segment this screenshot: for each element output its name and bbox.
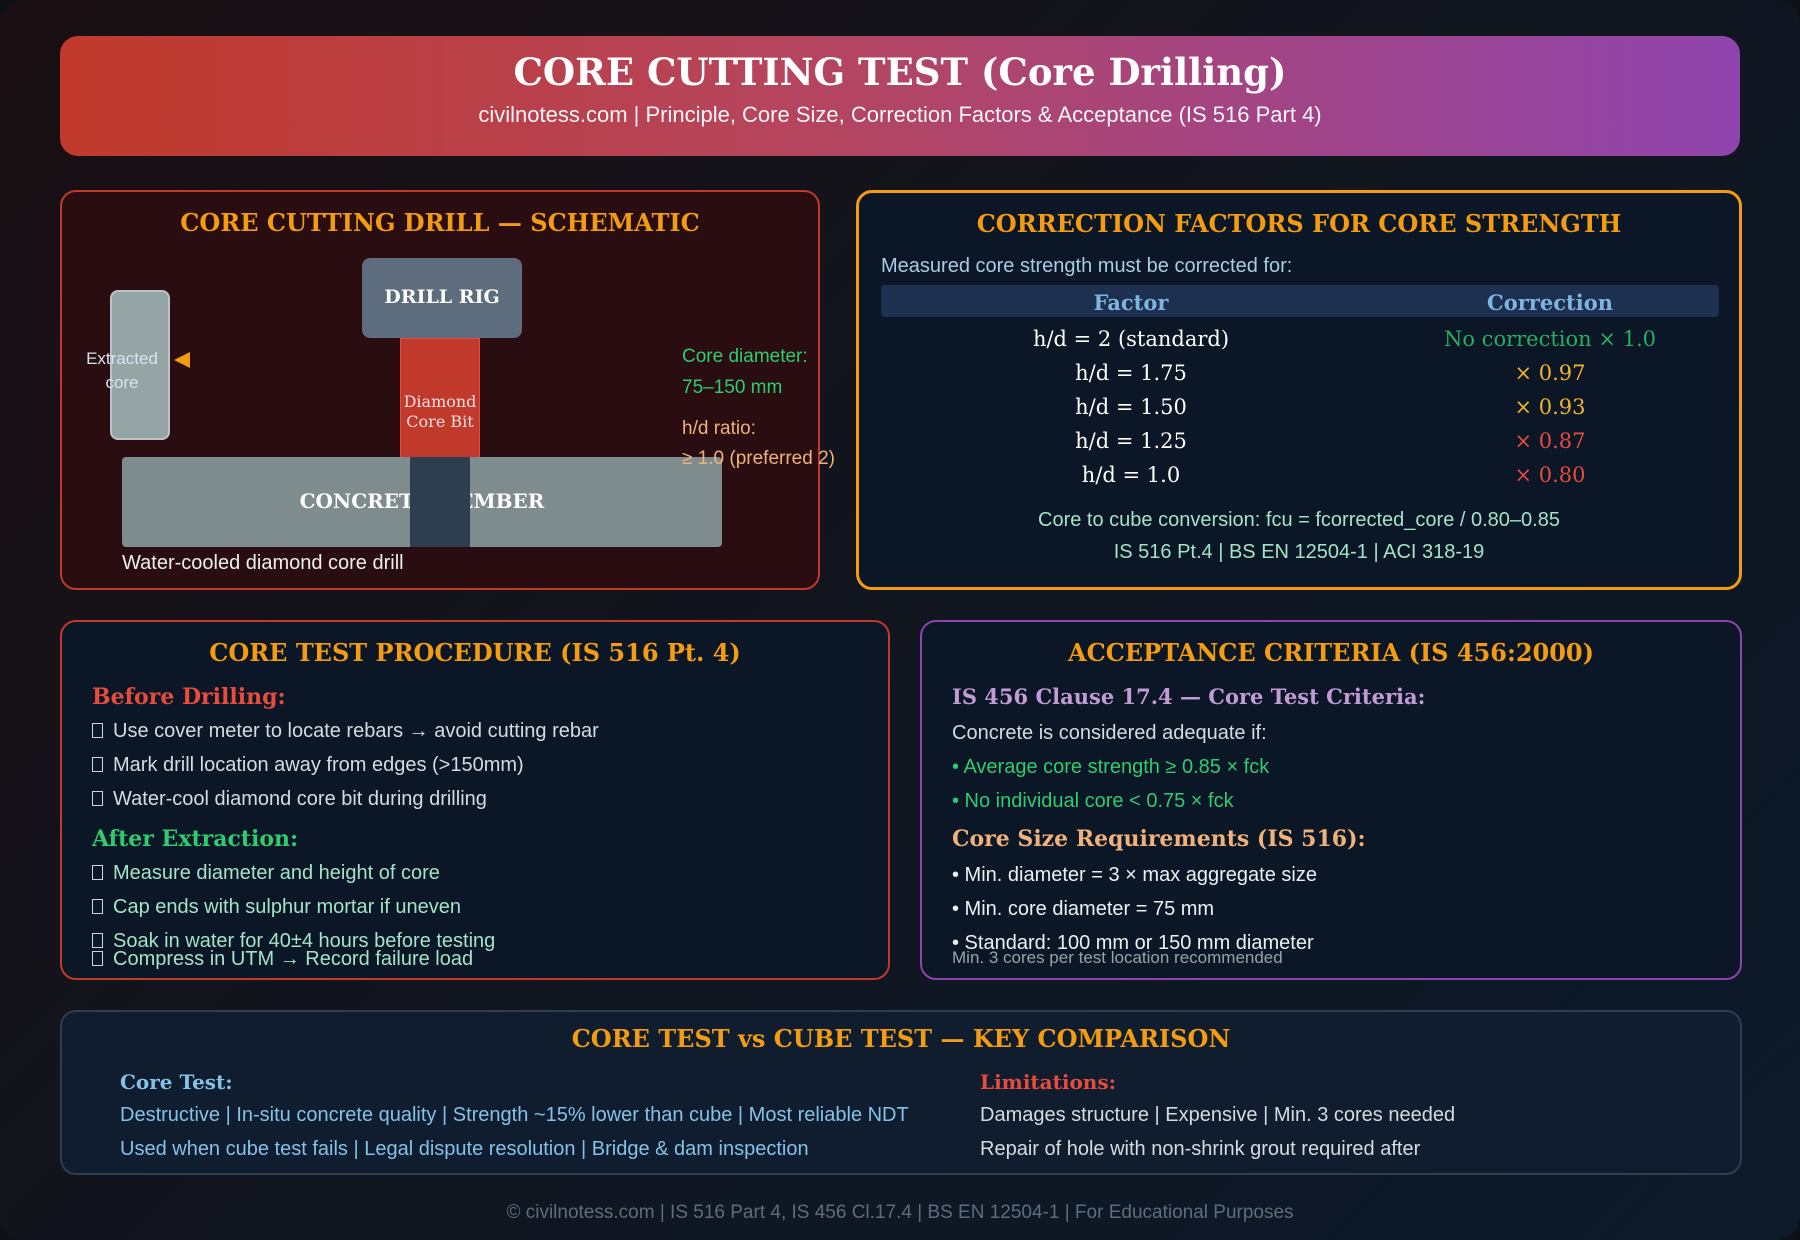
size-item: • Min. core diameter = 75 mm	[952, 898, 1215, 920]
table-row-correction: × 0.80	[1514, 463, 1586, 487]
correction-title: CORRECTION FACTORS FOR CORE STRENGTH	[976, 209, 1622, 238]
comparison-title: CORE TEST vs CUBE TEST — KEY COMPARISON	[571, 1024, 1231, 1053]
limitations-line1: Damages structure | Expensive | Min. 3 c…	[980, 1104, 1456, 1126]
table-row-factor: h/d = 1.25	[1075, 429, 1187, 453]
acceptance-panel: ACCEPTANCE CRITERIA (IS 456:2000) IS 456…	[920, 620, 1742, 980]
before-drilling-heading: Before Drilling:	[92, 684, 286, 710]
table-row-correction: × 0.97	[1514, 361, 1586, 385]
list-item: Cap ends with sulphur mortar if uneven	[92, 896, 461, 919]
table-row-correction: No correction × 1.0	[1443, 327, 1657, 351]
extracted-core-line1: Extracted	[86, 349, 158, 368]
clause-heading: IS 456 Clause 17.4 — Core Test Criteria:	[952, 684, 1426, 709]
list-item: Use cover meter to locate rebars → avoid…	[92, 720, 599, 743]
core-bit-label: Diamond Core Bit	[400, 392, 480, 432]
extracted-core-label: Extracted core	[72, 347, 172, 395]
limitations-heading: Limitations:	[980, 1070, 1116, 1094]
drill-hole-shape	[410, 457, 470, 547]
criterion-item: • No individual core < 0.75 × fck	[952, 790, 1234, 812]
core-test-line1: Destructive | In-situ concrete quality |…	[120, 1104, 909, 1126]
list-item: Water-cool diamond core bit during drill…	[92, 788, 487, 811]
hd-ratio-value: ≥ 1.0 (preferred 2)	[682, 448, 835, 469]
procedure-panel: CORE TEST PROCEDURE (IS 516 Pt. 4) Befor…	[60, 620, 890, 980]
checkbox-icon	[92, 757, 103, 772]
schematic-panel: CORE CUTTING DRILL — SCHEMATIC DRILL RIG…	[60, 190, 835, 590]
header-banner: CORE CUTTING TEST (Core Drilling) civiln…	[60, 36, 1740, 156]
checkbox-icon	[92, 899, 103, 914]
after-extraction-heading: After Extraction:	[92, 826, 299, 852]
table-row-factor: h/d = 1.50	[1075, 395, 1187, 419]
standards-text: IS 516 Pt.4 | BS EN 12504-1 | ACI 318-19	[1113, 541, 1485, 563]
table-row-correction: × 0.93	[1514, 395, 1586, 419]
checkbox-icon	[92, 933, 103, 948]
core-diameter-value: 75–150 mm	[682, 377, 783, 398]
core-diameter-label: Core diameter:	[682, 346, 808, 367]
page-title: CORE CUTTING TEST (Core Drilling)	[513, 50, 1287, 94]
checkbox-icon	[92, 791, 103, 806]
criterion-item: • Average core strength ≥ 0.85 × fck	[952, 756, 1270, 778]
size-item: • Min. diameter = 3 × max aggregate size	[952, 864, 1317, 886]
core-bit-shape	[400, 338, 480, 458]
limitations-line2: Repair of hole with non-shrink grout req…	[980, 1138, 1421, 1160]
core-test-heading: Core Test:	[120, 1070, 233, 1094]
correction-intro: Measured core strength must be corrected…	[881, 255, 1293, 277]
core-bit-label-line1: Diamond	[403, 392, 477, 411]
schematic-title: CORE CUTTING DRILL — SCHEMATIC	[180, 208, 700, 237]
checkbox-icon	[92, 865, 103, 880]
page-subtitle: civilnotess.com | Principle, Core Size, …	[478, 102, 1322, 127]
correction-panel: CORRECTION FACTORS FOR CORE STRENGTH Mea…	[856, 190, 1742, 590]
drill-rig-label: DRILL RIG	[384, 286, 500, 308]
footer: © civilnotess.com | IS 516 Part 4, IS 45…	[506, 1202, 1294, 1223]
procedure-title: CORE TEST PROCEDURE (IS 516 Pt. 4)	[209, 638, 741, 667]
arrow-left-icon	[174, 352, 190, 368]
adequate-intro: Concrete is considered adequate if:	[952, 722, 1267, 744]
checkbox-icon	[92, 723, 103, 738]
core-test-line2: Used when cube test fails | Legal disput…	[120, 1138, 809, 1160]
list-item: Measure diameter and height of core	[92, 862, 440, 885]
table-row-factor: h/d = 1.0	[1081, 463, 1181, 487]
cube-conversion-text: Core to cube conversion: fcu = fcorrecte…	[1038, 509, 1560, 531]
extracted-core-shape	[110, 290, 170, 440]
core-bit-label-line2: Core Bit	[406, 412, 474, 431]
table-row-correction: × 0.87	[1514, 429, 1586, 453]
drill-rig-shape	[362, 258, 522, 338]
core-size-heading: Core Size Requirements (IS 516):	[952, 826, 1366, 852]
list-item: Mark drill location away from edges (>15…	[92, 754, 524, 777]
extracted-core-line2: core	[105, 373, 139, 392]
hd-ratio-label: h/d ratio:	[682, 418, 756, 439]
comparison-panel: CORE TEST vs CUBE TEST — KEY COMPARISON …	[60, 1010, 1742, 1175]
acceptance-title: ACCEPTANCE CRITERIA (IS 456:2000)	[1068, 638, 1594, 667]
checkbox-icon	[92, 951, 103, 966]
col-factor-header: Factor	[1093, 290, 1169, 315]
list-item: Compress in UTM → Record failure load	[92, 948, 473, 971]
schematic-caption: Water-cooled diamond core drill	[122, 552, 404, 574]
table-row-factor: h/d = 1.75	[1075, 361, 1187, 385]
size-item: • Standard: 100 mm or 150 mm diameter	[952, 932, 1314, 954]
correction-table-header	[881, 285, 1719, 317]
list-item: Soak in water for 40±4 hours before test…	[92, 930, 495, 953]
cores-note: Min. 3 cores per test location recommend…	[952, 948, 1283, 967]
table-row-factor: h/d = 2 (standard)	[1032, 327, 1230, 351]
col-correction-header: Correction	[1487, 290, 1613, 315]
